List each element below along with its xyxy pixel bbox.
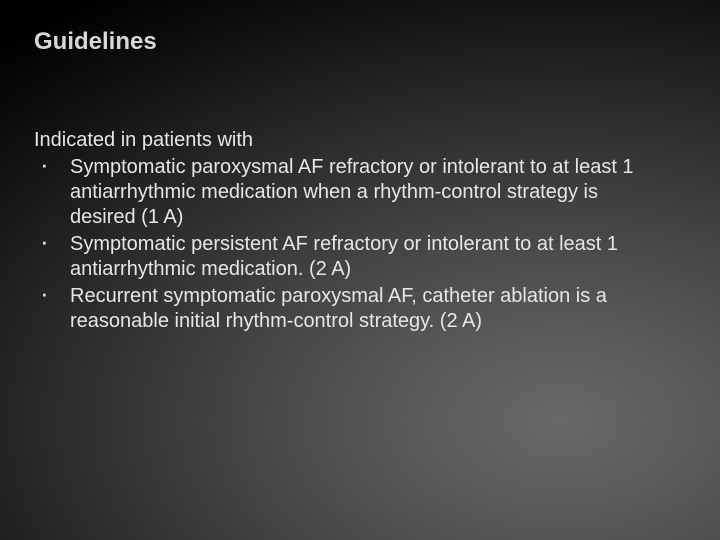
bullet-item: Symptomatic paroxysmal AF refractory or … [34, 155, 654, 230]
body-intro: Indicated in patients with [34, 128, 654, 153]
bullet-list: Symptomatic paroxysmal AF refractory or … [34, 155, 654, 334]
slide-title: Guidelines [34, 28, 157, 56]
bullet-item: Symptomatic persistent AF refractory or … [34, 232, 654, 282]
slide-body: Indicated in patients with Symptomatic p… [34, 128, 654, 336]
bullet-item: Recurrent symptomatic paroxysmal AF, cat… [34, 284, 654, 334]
slide: Guidelines Indicated in patients with Sy… [0, 0, 720, 540]
